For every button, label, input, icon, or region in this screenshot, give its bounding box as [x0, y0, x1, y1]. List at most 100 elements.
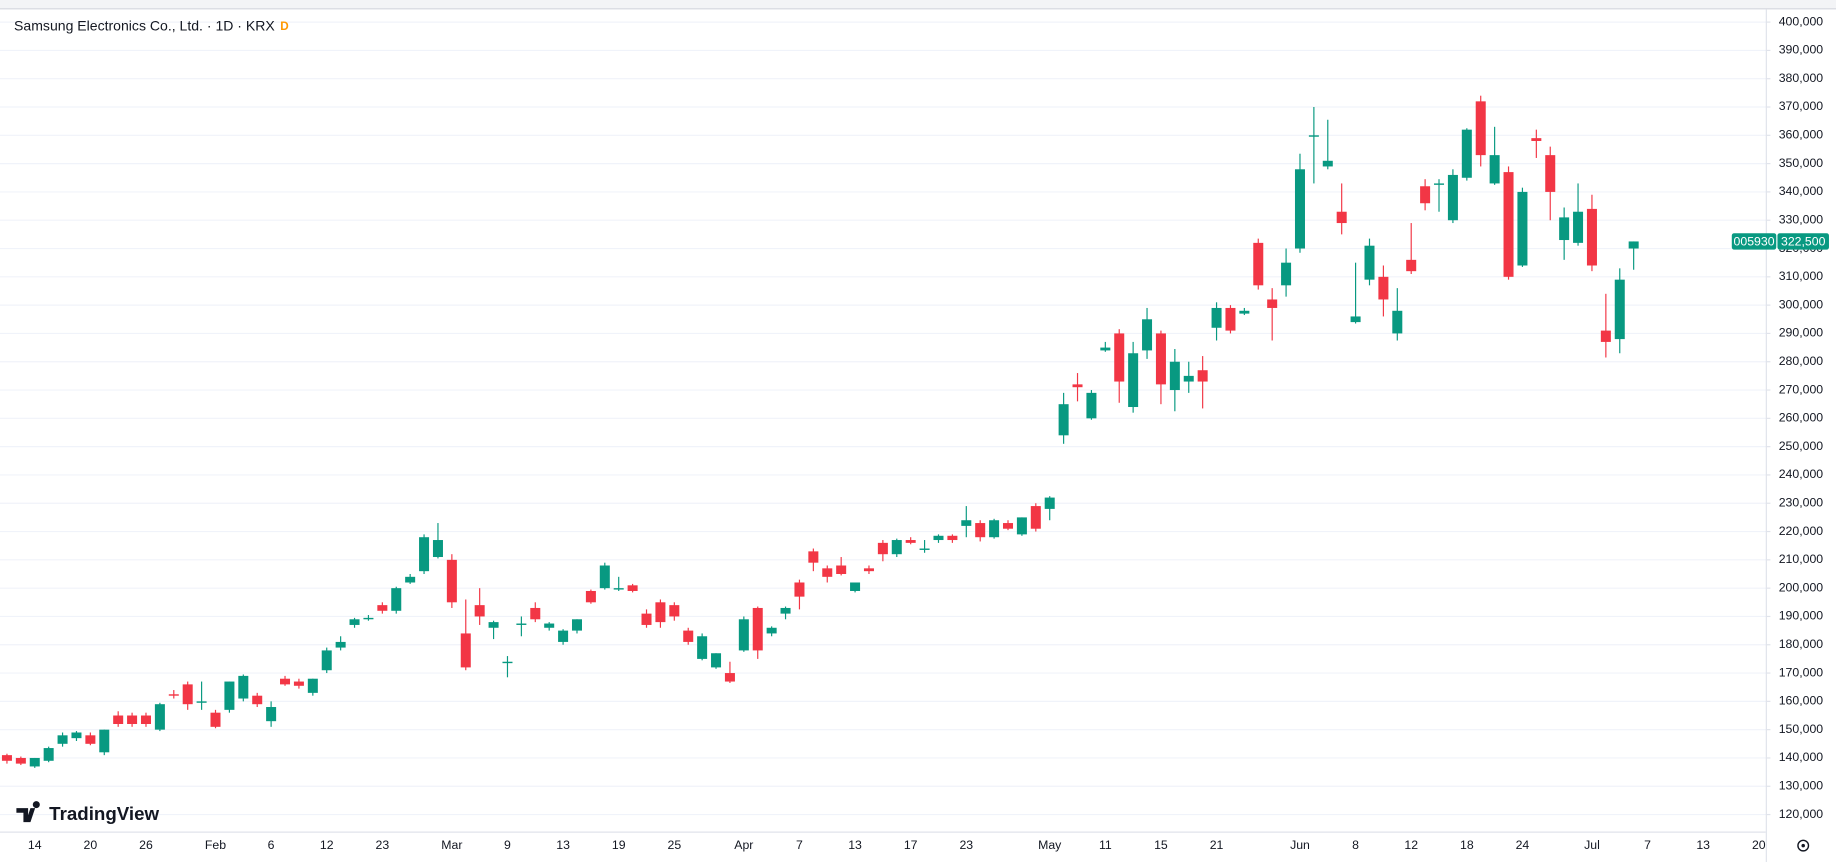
x-tick-label: 9 — [504, 838, 511, 852]
settings-button[interactable] — [1797, 839, 1810, 852]
settings-icon[interactable] — [1797, 839, 1810, 852]
x-tick-label: Jul — [1584, 838, 1600, 852]
x-tick-label: May — [1038, 838, 1062, 852]
candle-body — [1030, 506, 1041, 529]
candle-body — [585, 590, 596, 603]
y-tick-label: 170,000 — [1779, 665, 1824, 679]
chart-title: Samsung Electronics Co., Ltd. · 1D · KRX — [14, 18, 275, 34]
candle-body — [57, 735, 68, 744]
candle-body — [377, 605, 388, 611]
candle-body — [683, 630, 694, 642]
y-tick-label: 130,000 — [1779, 779, 1824, 793]
candle-body — [975, 523, 986, 538]
x-tick-label: 6 — [268, 838, 275, 852]
x-tick-label: 13 — [556, 838, 570, 852]
x-tick-label: 7 — [1644, 838, 1651, 852]
y-tick-label: 180,000 — [1779, 637, 1824, 651]
candle-body — [335, 641, 346, 648]
candle-body — [794, 582, 805, 597]
candle-body — [1002, 523, 1014, 529]
candle-body — [1239, 310, 1250, 314]
y-tick-label: 200,000 — [1779, 580, 1824, 594]
candle-body — [1267, 299, 1278, 308]
x-tick-label: 21 — [1210, 838, 1224, 852]
y-tick-label: 290,000 — [1779, 326, 1824, 340]
candle-body — [808, 551, 819, 563]
y-tick-label: 240,000 — [1779, 467, 1824, 481]
candle-body — [516, 623, 527, 625]
candle-body — [15, 757, 26, 764]
candle-body — [363, 617, 374, 620]
y-tick-label: 230,000 — [1779, 495, 1824, 509]
delay-badge[interactable]: D — [280, 20, 288, 33]
y-tick-label: 310,000 — [1779, 269, 1824, 283]
candle-body — [877, 542, 888, 555]
candle-body — [1420, 186, 1431, 204]
candle-body — [1447, 174, 1458, 221]
candle-body — [1308, 135, 1319, 137]
candle-body — [697, 636, 708, 659]
x-tick-label: 20 — [1752, 838, 1766, 852]
candle-body — [836, 565, 847, 574]
y-tick-label: 400,000 — [1779, 14, 1824, 28]
candle-body — [1169, 361, 1180, 391]
candle-body — [154, 704, 165, 730]
candle-body — [266, 707, 277, 722]
x-tick-label: Jun — [1290, 838, 1310, 852]
candle-body — [280, 678, 291, 685]
candle-body — [1392, 310, 1403, 334]
y-tick-label: 210,000 — [1779, 552, 1824, 566]
watermark-text: TradingView — [49, 803, 159, 824]
candle-body — [1058, 404, 1069, 436]
candle-body — [307, 678, 318, 693]
candle-body — [738, 619, 749, 651]
x-tick-label: 13 — [848, 838, 862, 852]
candle-body — [71, 732, 82, 739]
candle-body — [488, 622, 499, 628]
candle-body — [321, 650, 332, 671]
candle-body — [29, 757, 40, 767]
watermark: TradingView — [16, 801, 160, 824]
x-tick-label: 12 — [320, 838, 334, 852]
candle-body — [989, 520, 1000, 538]
candle-body — [99, 729, 110, 753]
x-tick-label: 15 — [1154, 838, 1168, 852]
candle-body — [961, 520, 972, 526]
axes: 120,000 130,000 140,000 150,000 160,000 170,0… — [28, 14, 1829, 852]
candle-body — [1364, 245, 1375, 280]
x-tick-label: 20 — [84, 838, 98, 852]
x-tick-label: 23 — [376, 838, 390, 852]
candle-body — [1434, 183, 1445, 185]
candle-body — [210, 712, 221, 727]
x-tick-label: Apr — [734, 838, 753, 852]
candle-body — [1531, 138, 1542, 141]
candle-body — [780, 607, 791, 614]
y-tick-label: 340,000 — [1779, 184, 1824, 198]
y-tick-label: 330,000 — [1779, 212, 1824, 226]
candle-body — [1086, 392, 1097, 419]
candle-body — [558, 630, 569, 642]
candle-body — [1586, 208, 1597, 266]
candle-body — [196, 701, 207, 703]
settings-icon-dot[interactable] — [1801, 843, 1805, 848]
symbol-tag-box — [1731, 233, 1777, 250]
y-tick-label: 220,000 — [1779, 524, 1824, 538]
candle-body — [1545, 155, 1556, 192]
y-tick-label: 380,000 — [1779, 71, 1824, 85]
y-tick-label: 190,000 — [1779, 609, 1824, 623]
candle-body — [766, 627, 777, 634]
candle-body — [460, 633, 471, 668]
candle-body — [1072, 384, 1083, 388]
x-tick-label: 11 — [1099, 838, 1112, 852]
candle-body — [863, 568, 874, 572]
candle-body — [168, 694, 179, 696]
candle-body — [1, 755, 12, 761]
y-tick-label: 300,000 — [1779, 297, 1824, 311]
candle-body — [1142, 319, 1153, 351]
candle-body — [655, 602, 666, 623]
candle-body — [1475, 101, 1486, 156]
grid — [0, 21, 1766, 816]
x-tick-label: Feb — [205, 838, 226, 852]
